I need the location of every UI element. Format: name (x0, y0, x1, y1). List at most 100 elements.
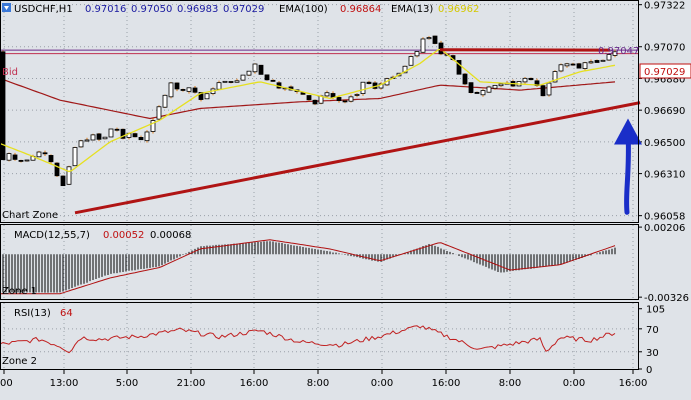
candle-body (456, 60, 462, 75)
macd-tick-label: -0.00326 (644, 293, 689, 304)
time-tick-label: 16:00 (432, 378, 461, 389)
candle-body (594, 60, 600, 63)
panel-borders (0, 0, 639, 370)
macd-title: MACD(12,55,7) (14, 230, 90, 241)
candle-body (420, 38, 426, 53)
candle-body (156, 106, 162, 120)
candle-body (78, 140, 84, 148)
candle-body (342, 100, 348, 103)
price-tick-label: 0.96880 (644, 74, 685, 85)
candle-body (18, 160, 24, 162)
candle-body (6, 153, 12, 161)
ema13-line (0, 48, 616, 173)
candle-body (60, 175, 66, 187)
ema100-label: EMA(100) (279, 4, 328, 15)
candle-body (306, 95, 312, 101)
candle-body (546, 82, 552, 96)
ema100-line (0, 77, 616, 120)
candle-body (312, 99, 318, 105)
rsi-tick-label: 70 (646, 325, 659, 336)
arrow-down-icon (4, 6, 9, 10)
candle-body (486, 86, 492, 93)
candle-body (588, 61, 594, 64)
candle-body (54, 162, 60, 177)
time-tick-label: 8:00 (307, 378, 329, 389)
candle-body (552, 71, 558, 83)
candle-body (66, 166, 72, 185)
price-axis: 0.97322 0.97070 0.96880 0.96690 0.96500 0.963… (638, 1, 685, 223)
candle-body (576, 63, 582, 69)
candle-body (480, 90, 486, 96)
price-tick-label: 0.96690 (644, 106, 685, 117)
high-price: 0.97050 (131, 4, 172, 15)
ema13-value: 0.96962 (438, 4, 479, 15)
candle-body (24, 159, 30, 162)
rsi-line (0, 325, 616, 354)
candle-body (114, 128, 120, 131)
rsi-value: 64 (60, 308, 73, 319)
candle-body (120, 128, 126, 139)
candle-body (414, 51, 420, 57)
candle-body (42, 152, 48, 155)
bid-label: Bid (2, 67, 18, 78)
candle-body (468, 82, 474, 94)
zone1-label: Zone 1 (2, 286, 37, 297)
candle-body (336, 97, 342, 102)
resistance-price-label: 0.97047 (598, 46, 639, 57)
candle-body (354, 94, 360, 96)
candle-body (558, 64, 564, 72)
candle-body (366, 81, 372, 84)
candle-body (186, 87, 192, 92)
low-price: 0.96983 (177, 4, 218, 15)
candle-body (474, 91, 480, 94)
time-axis: 00 13:00 5:00 21:00 16:00 8:00 0:00 16:00 8:00 0:… (0, 370, 647, 389)
candle-body (264, 74, 270, 81)
candle-body (612, 51, 618, 56)
support-trendline[interactable] (74, 101, 641, 215)
candle-body (180, 89, 186, 91)
time-tick-label: 5:00 (116, 378, 138, 389)
time-tick-label: 8:00 (499, 378, 521, 389)
candle-body (234, 80, 240, 83)
candle-body (270, 79, 276, 82)
candle-body (216, 82, 222, 90)
candle-body (252, 63, 258, 73)
candle-body (570, 63, 576, 66)
ema100-value: 0.96864 (340, 4, 381, 15)
candle-body (174, 82, 180, 90)
candle-body (96, 133, 102, 140)
rsi-tick-label: 0 (646, 365, 652, 376)
price-tick-label: 0.97070 (644, 43, 685, 54)
time-tick-label: 16:00 (240, 378, 269, 389)
macd-tick-label: 0.00206 (644, 223, 685, 234)
candle-body (138, 136, 144, 141)
rsi-header: RSI(13) 64 (14, 308, 73, 319)
grid (0, 0, 638, 369)
time-tick-label: 00 (0, 378, 13, 389)
macd-header: MACD(12,55,7) 0.00052 0.00068 (14, 230, 191, 241)
candle-body (144, 131, 150, 142)
candle-body (198, 92, 204, 100)
candle-body (432, 35, 438, 44)
macd-panel-border (0, 224, 639, 300)
rsi-tick-label: 105 (646, 305, 665, 316)
rsi-panel-border (0, 302, 639, 370)
candle-body (522, 77, 528, 83)
candle-body (12, 154, 18, 160)
candle-body (492, 84, 498, 89)
candle-body (564, 63, 570, 67)
chart-zone-label: Chart Zone (2, 210, 58, 221)
close-price: 0.97029 (223, 4, 264, 15)
price-tick-label: 0.96058 (644, 212, 685, 223)
candle-body (408, 56, 414, 66)
blue-arrow-head-icon[interactable] (614, 118, 642, 145)
time-tick-label: 13:00 (50, 378, 79, 389)
candle-body (90, 134, 96, 141)
macd-main-value: 0.00052 (103, 230, 144, 241)
price-series (0, 35, 642, 215)
candle-body (324, 92, 330, 97)
macd-signal-line (0, 239, 616, 295)
price-tick-label: 0.96310 (644, 170, 685, 181)
time-tick-label: 21:00 (177, 378, 206, 389)
